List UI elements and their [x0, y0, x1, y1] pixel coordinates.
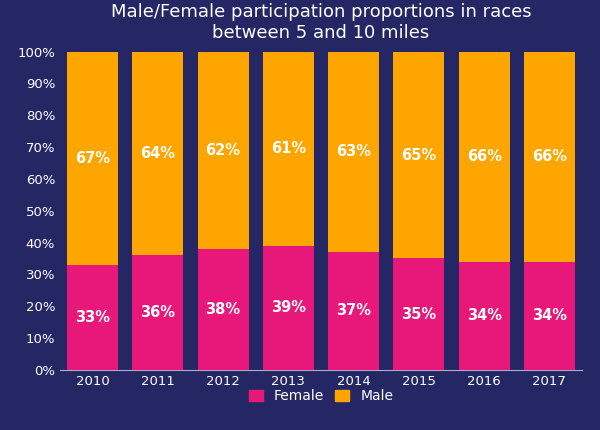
Text: 64%: 64%: [140, 146, 175, 161]
Bar: [458, 52, 509, 261]
Text: 61%: 61%: [271, 141, 306, 156]
Text: 62%: 62%: [206, 143, 241, 158]
Bar: [394, 258, 445, 370]
Bar: [67, 265, 118, 370]
Text: 34%: 34%: [467, 308, 502, 323]
Bar: [524, 261, 575, 370]
Bar: [263, 52, 314, 246]
Bar: [524, 52, 575, 261]
Text: 67%: 67%: [75, 150, 110, 166]
Legend: Female, Male: Female, Male: [245, 385, 397, 407]
Text: 63%: 63%: [336, 144, 371, 160]
Bar: [328, 52, 379, 252]
Text: 37%: 37%: [336, 304, 371, 319]
Text: 33%: 33%: [75, 310, 110, 325]
Bar: [67, 52, 118, 265]
Text: 35%: 35%: [401, 307, 436, 322]
Text: 65%: 65%: [401, 147, 436, 163]
Bar: [458, 261, 509, 370]
Bar: [328, 252, 379, 370]
Text: 39%: 39%: [271, 300, 306, 315]
Text: 36%: 36%: [140, 305, 175, 320]
Text: 66%: 66%: [467, 149, 502, 164]
Text: 66%: 66%: [532, 149, 567, 164]
Bar: [133, 52, 184, 255]
Title: Male/Female participation proportions in races
between 5 and 10 miles: Male/Female participation proportions in…: [110, 3, 532, 42]
Text: 34%: 34%: [532, 308, 567, 323]
Text: 38%: 38%: [206, 302, 241, 317]
Bar: [197, 52, 248, 249]
Bar: [394, 52, 445, 258]
Bar: [263, 246, 314, 370]
Bar: [133, 255, 184, 370]
Bar: [197, 249, 248, 370]
